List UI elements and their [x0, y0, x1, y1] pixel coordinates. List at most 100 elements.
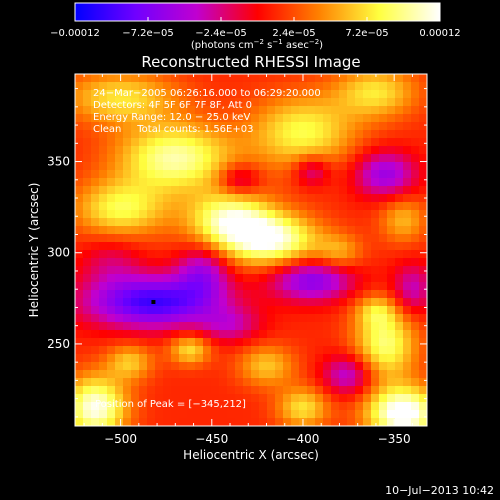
- heatmap-cell: [147, 274, 156, 283]
- heatmap-cell: [307, 290, 316, 299]
- heatmap-cell: [315, 338, 324, 347]
- heatmap-cell: [123, 154, 132, 163]
- heatmap-cell: [163, 162, 172, 171]
- heatmap-cell: [411, 146, 420, 155]
- heatmap-cell: [163, 370, 172, 379]
- heatmap-cell: [411, 106, 420, 115]
- heatmap-cell: [219, 154, 228, 163]
- heatmap-cell: [171, 322, 180, 331]
- heatmap-cell: [347, 74, 356, 83]
- heatmap-cell: [307, 202, 316, 211]
- heatmap-cell: [107, 170, 116, 179]
- heatmap-cell: [211, 330, 220, 339]
- heatmap-cell: [379, 82, 388, 91]
- heatmap-cell: [179, 154, 188, 163]
- heatmap-cell: [107, 370, 116, 379]
- heatmap-cell: [371, 210, 380, 219]
- heatmap-cell: [115, 74, 124, 83]
- heatmap-cell: [187, 266, 196, 275]
- heatmap-cell: [307, 162, 316, 171]
- heatmap-cell: [107, 154, 116, 163]
- heatmap-cell: [75, 114, 84, 123]
- heatmap-cell: [315, 82, 324, 91]
- heatmap-cell: [371, 298, 380, 307]
- heatmap-cell: [299, 290, 308, 299]
- heatmap-cell: [131, 330, 140, 339]
- heatmap-cell: [299, 322, 308, 331]
- heatmap-cell: [339, 410, 348, 419]
- heatmap-cell: [219, 202, 228, 211]
- heatmap-cell: [195, 106, 204, 115]
- heatmap-cell: [363, 82, 372, 91]
- heatmap-cell: [147, 394, 156, 403]
- heatmap-cell: [251, 410, 260, 419]
- heatmap-cell: [123, 250, 132, 259]
- heatmap-cell: [411, 290, 420, 299]
- heatmap-cell: [411, 114, 420, 123]
- heatmap-cell: [171, 370, 180, 379]
- heatmap-cell: [395, 402, 404, 411]
- heatmap-cell: [235, 138, 244, 147]
- heatmap-cell: [131, 250, 140, 259]
- heatmap-cell: [123, 410, 132, 419]
- heatmap-cell: [123, 226, 132, 235]
- y-axis-label: Heliocentric Y (arcsec): [27, 183, 41, 318]
- heatmap-cell: [99, 242, 108, 251]
- heatmap-cell: [187, 346, 196, 355]
- heatmap-cell: [259, 330, 268, 339]
- heatmap-cell: [147, 218, 156, 227]
- heatmap-cell: [355, 202, 364, 211]
- heatmap-cell: [91, 418, 100, 426]
- heatmap-cell: [115, 362, 124, 371]
- heatmap-cell: [395, 226, 404, 235]
- colorbar-tick-label: 2.4e−05: [272, 28, 315, 39]
- heatmap-cell: [123, 218, 132, 227]
- heatmap-cell: [283, 114, 292, 123]
- heatmap-cell: [163, 154, 172, 163]
- heatmap-cell: [419, 242, 427, 251]
- heatmap-cell: [91, 82, 100, 91]
- heatmap-cell: [99, 138, 108, 147]
- heatmap-cell: [315, 354, 324, 363]
- heatmap-cell: [91, 378, 100, 387]
- heatmap-cell: [395, 306, 404, 315]
- heatmap-cell: [115, 226, 124, 235]
- heatmap-cell: [403, 250, 412, 259]
- heatmap-cell: [179, 130, 188, 139]
- heatmap-cell: [187, 178, 196, 187]
- heatmap-cell: [347, 410, 356, 419]
- heatmap-cell: [211, 394, 220, 403]
- heatmap-cell: [307, 186, 316, 195]
- heatmap-cell: [323, 130, 332, 139]
- heatmap-cell: [219, 346, 228, 355]
- heatmap-cell: [195, 282, 204, 291]
- heatmap-cell: [163, 122, 172, 131]
- heatmap-cell: [395, 170, 404, 179]
- heatmap-cell: [219, 266, 228, 275]
- heatmap-cell: [323, 418, 332, 426]
- heatmap-cell: [411, 234, 420, 243]
- heatmap-cell: [163, 290, 172, 299]
- heatmap-cell: [123, 306, 132, 315]
- heatmap-cell: [115, 250, 124, 259]
- heatmap-cell: [403, 242, 412, 251]
- heatmap-cell: [179, 90, 188, 99]
- heatmap-cell: [251, 306, 260, 315]
- heatmap-cell: [379, 242, 388, 251]
- heatmap-cell: [371, 234, 380, 243]
- heatmap-cell: [395, 114, 404, 123]
- heatmap-cell: [107, 314, 116, 323]
- heatmap-cell: [299, 330, 308, 339]
- heatmap-cell: [195, 266, 204, 275]
- heatmap-cell: [123, 418, 132, 426]
- heatmap-cell: [379, 234, 388, 243]
- heatmap-cell: [139, 186, 148, 195]
- heatmap-cell: [355, 178, 364, 187]
- heatmap-cell: [387, 242, 396, 251]
- heatmap-cell: [99, 162, 108, 171]
- heatmap-cell: [227, 170, 236, 179]
- heatmap-cell: [283, 98, 292, 107]
- heatmap-cell: [163, 106, 172, 115]
- heatmap-cell: [243, 258, 252, 267]
- heatmap-cell: [187, 410, 196, 419]
